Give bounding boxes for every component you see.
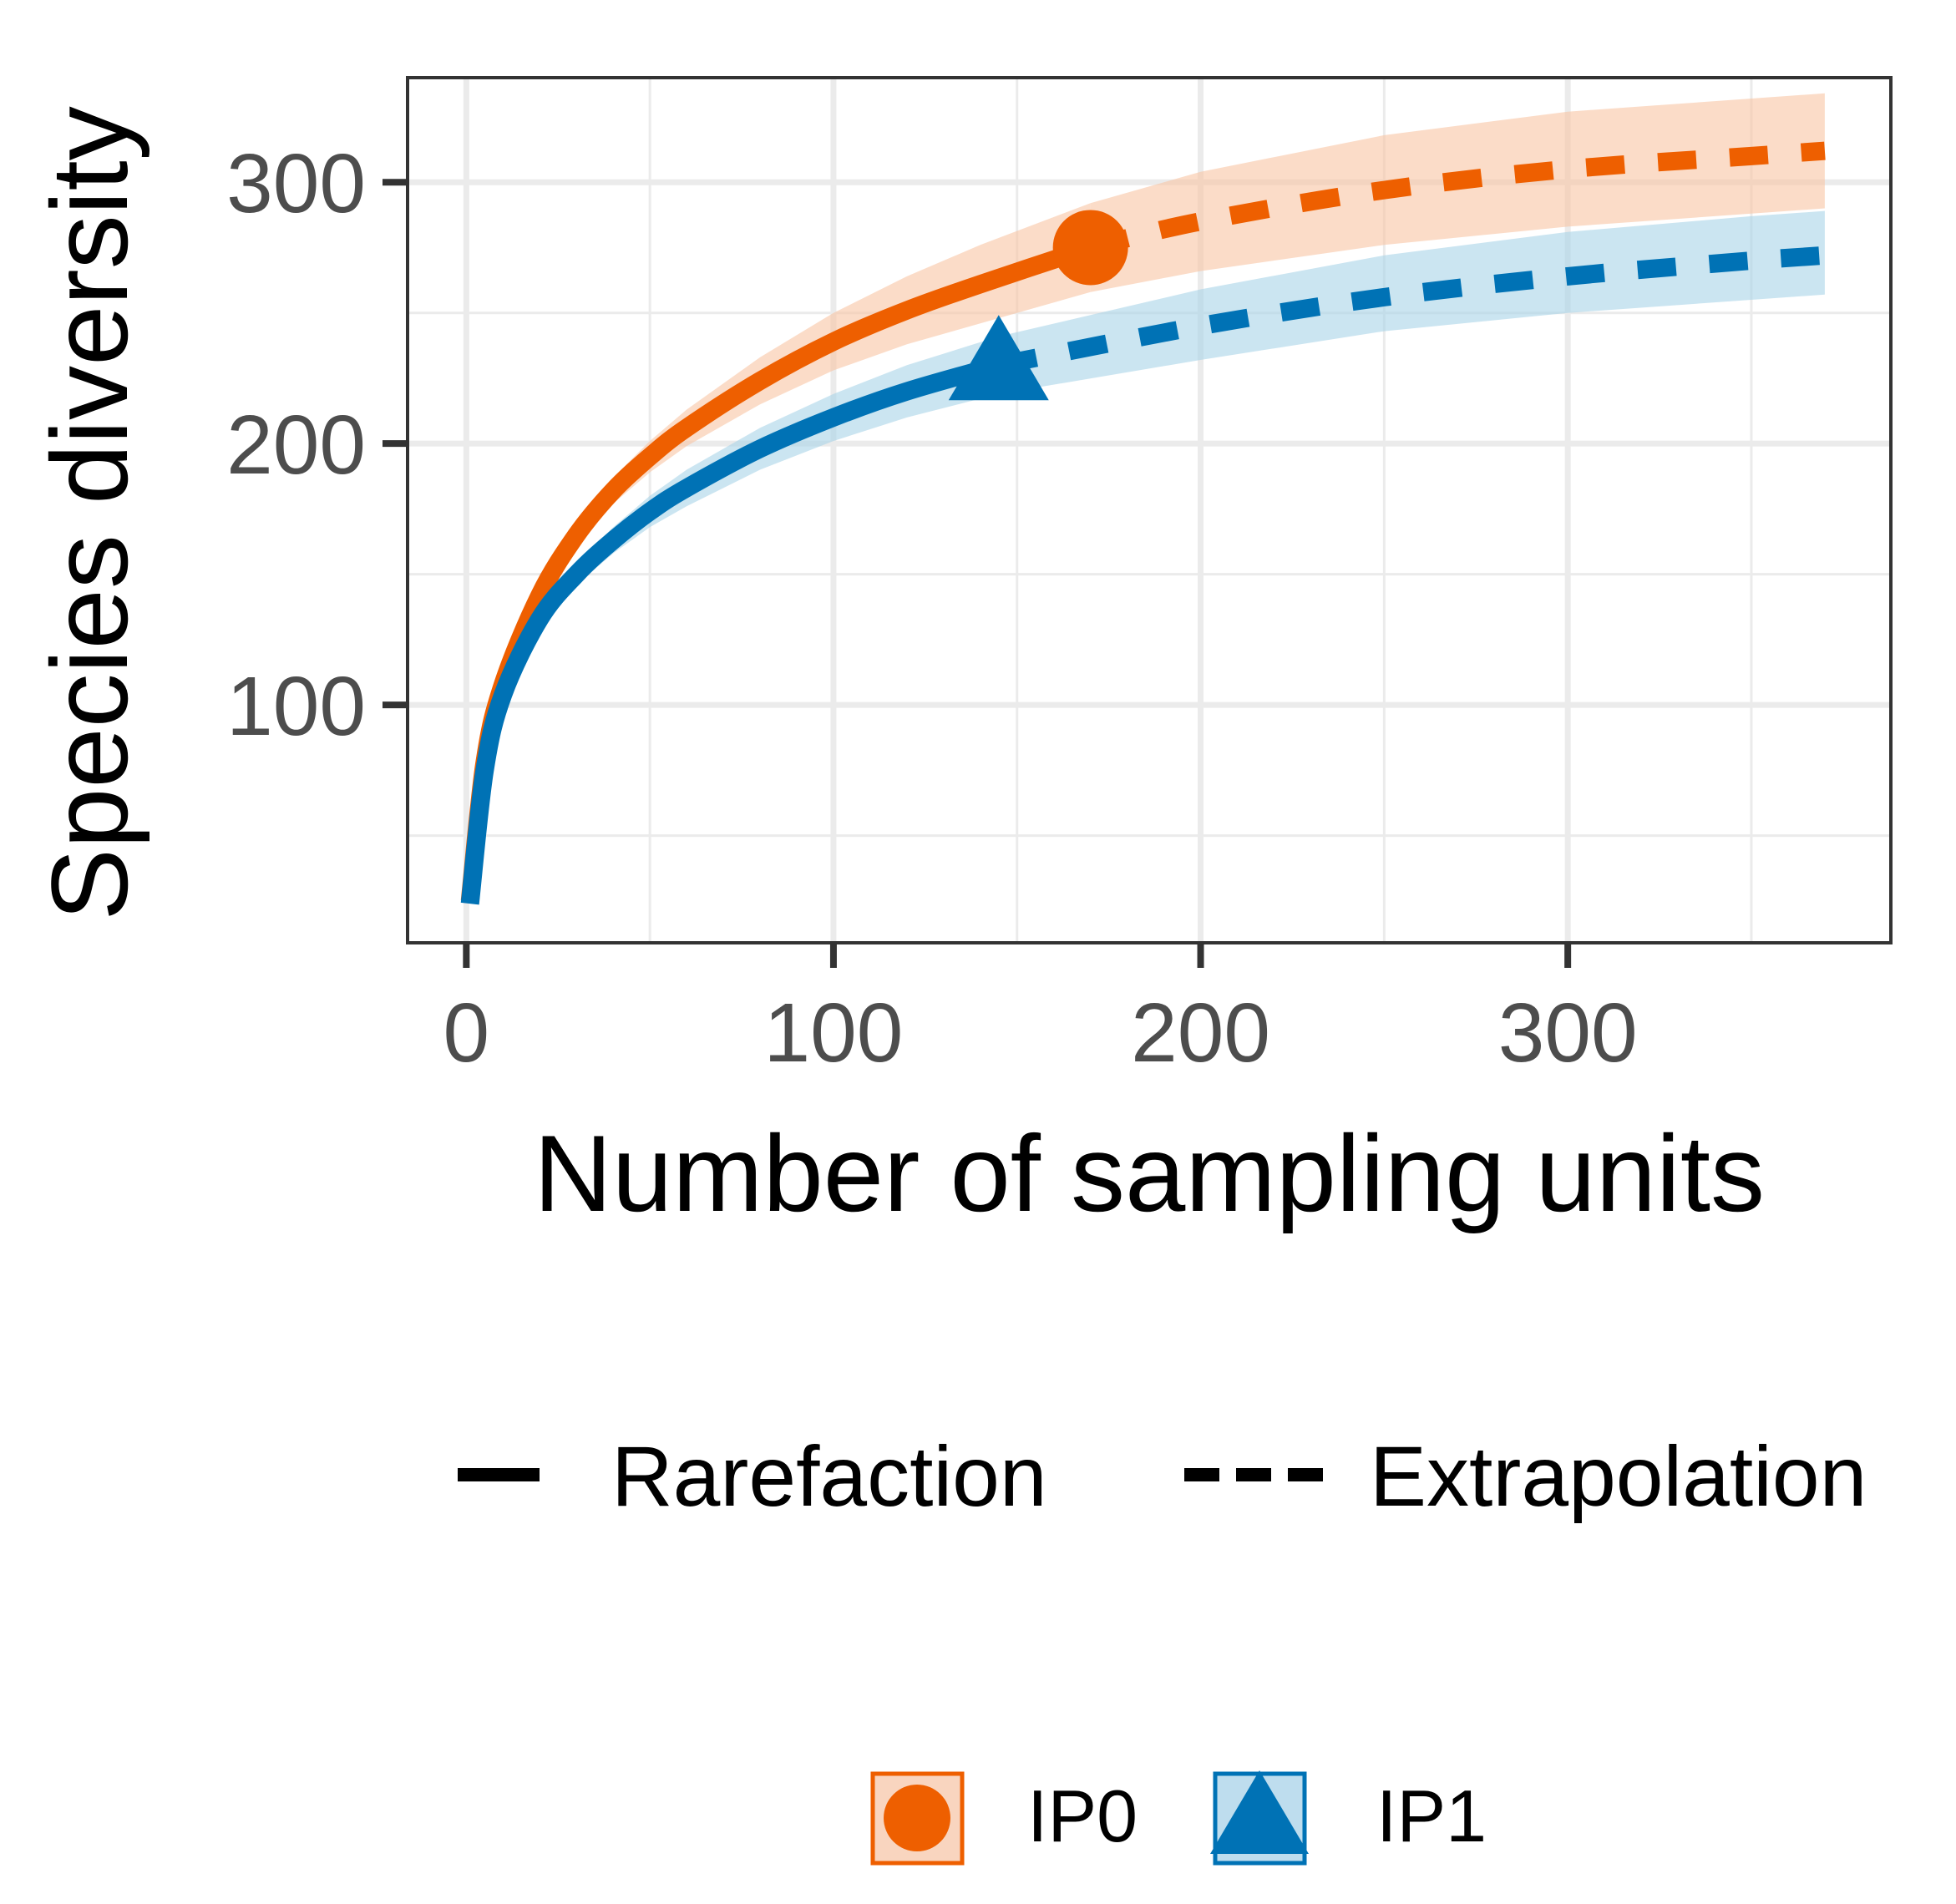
legend-ip1-label: IP1 bbox=[1376, 1775, 1487, 1857]
x-tick-label: 300 bbox=[1498, 986, 1638, 1080]
axes-layer: 0 100 200 300 100 200 300 bbox=[226, 137, 1637, 1080]
legend-extrapolation-label: Extrapolation bbox=[1370, 1429, 1867, 1524]
ip0-extrapolation-band bbox=[1090, 93, 1825, 292]
ip1-extrapolation-band bbox=[998, 210, 1825, 394]
ip0-observed-point bbox=[1052, 210, 1128, 286]
x-tick-label: 200 bbox=[1131, 986, 1270, 1080]
linetype-legend: Rarefaction Extrapolation bbox=[458, 1429, 1867, 1524]
y-tick-label: 100 bbox=[226, 660, 366, 753]
y-axis-title: Species diversity bbox=[28, 106, 150, 920]
x-axis-title: Number of sampling units bbox=[534, 1112, 1765, 1234]
y-tick-label: 300 bbox=[226, 137, 366, 230]
panel-border bbox=[406, 76, 1893, 944]
ip1-extrapolation-line bbox=[996, 246, 1826, 375]
legend-ip0-label: IP0 bbox=[1027, 1775, 1138, 1857]
legend-rarefaction-label: Rarefaction bbox=[611, 1429, 1047, 1524]
legend-ip1-marker bbox=[1210, 1770, 1309, 1854]
group-legend: IP0 IP1 bbox=[870, 1770, 1487, 1866]
series-lines bbox=[460, 141, 1826, 905]
legend-ip0-marker bbox=[884, 1785, 950, 1851]
ip1-observed-point bbox=[948, 315, 1049, 401]
x-tick-label: 0 bbox=[443, 986, 490, 1080]
x-tick-label: 100 bbox=[764, 986, 904, 1080]
y-tick-label: 200 bbox=[226, 398, 366, 492]
ip0-extrapolation-line bbox=[1088, 141, 1826, 257]
ip1-rarefaction-line bbox=[460, 356, 1001, 905]
ip1-rarefaction-band bbox=[469, 336, 999, 904]
observed-points bbox=[948, 210, 1128, 401]
